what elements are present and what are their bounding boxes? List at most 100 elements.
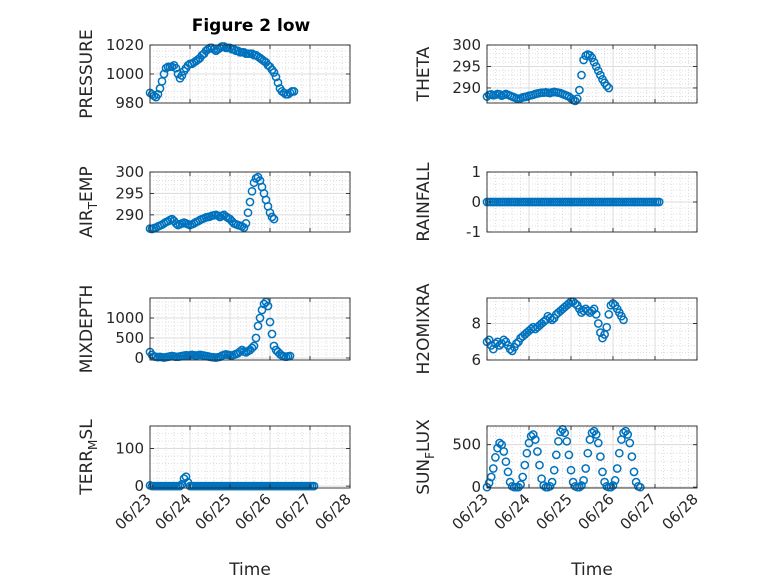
- data-point: [629, 467, 639, 477]
- data-point: [602, 81, 612, 91]
- data-point: [591, 62, 601, 71]
- x-tick-label: 06/27: [272, 490, 315, 533]
- x-tick-label: 06/27: [617, 490, 660, 533]
- data-point: [239, 47, 249, 57]
- data-point: [564, 299, 574, 308]
- x-tick-label: 06/26: [575, 490, 618, 533]
- data-point: [602, 322, 612, 332]
- figure-title: Figure 2 low: [192, 16, 311, 36]
- data-point: [589, 304, 599, 314]
- y-tick-label: 0: [471, 193, 481, 211]
- data-series: [482, 50, 614, 106]
- data-point: [627, 452, 637, 461]
- data-point: [598, 467, 607, 477]
- y-axis-label: THETA: [414, 46, 434, 102]
- data-point: [589, 57, 599, 67]
- data-point: [535, 460, 544, 470]
- data-point: [520, 460, 530, 470]
- data-point: [263, 301, 273, 311]
- data-point: [545, 481, 555, 491]
- x-tick-label: 06/24: [152, 490, 195, 533]
- y-tick-label: 300: [115, 163, 144, 181]
- data-point: [245, 197, 255, 207]
- data-point: [273, 78, 283, 88]
- y-tick-label: 0: [134, 349, 144, 367]
- y-axis-label: PRESSURE: [77, 29, 97, 118]
- data-point: [606, 482, 616, 492]
- data-point: [522, 448, 532, 458]
- data-point: [491, 453, 500, 462]
- data-point: [505, 344, 515, 354]
- subplot-pressure: 980 1000 1020 PRESSURE: [77, 29, 351, 119]
- data-point: [575, 85, 584, 95]
- axes-frame: [486, 425, 698, 489]
- data-point: [614, 448, 624, 458]
- data-point: [271, 72, 281, 82]
- data-point: [495, 341, 504, 350]
- y-tick-label: 1000: [106, 309, 144, 327]
- data-point: [566, 465, 576, 475]
- y-tick-label: 300: [452, 36, 481, 54]
- data-point: [577, 70, 586, 80]
- data-point: [239, 223, 249, 233]
- data-point: [491, 339, 500, 348]
- data-point: [167, 62, 177, 72]
- data-point: [610, 476, 620, 485]
- data-point: [583, 448, 593, 458]
- data-point: [631, 477, 641, 487]
- data-point: [171, 219, 181, 228]
- data-point: [579, 476, 588, 485]
- data-point: [579, 55, 588, 65]
- data-point: [606, 300, 616, 310]
- y-tick-label: 500: [452, 436, 481, 454]
- data-point: [247, 343, 257, 353]
- data-point: [181, 472, 191, 482]
- y-tick-label: 1000: [106, 65, 144, 83]
- axes-frame: [149, 425, 351, 489]
- data-point: [488, 464, 498, 473]
- data-point: [249, 341, 259, 351]
- data-point: [486, 472, 496, 482]
- data-point: [619, 315, 628, 325]
- data-series: [145, 297, 295, 362]
- data-point: [495, 438, 504, 448]
- data-point: [533, 447, 542, 456]
- data-point: [635, 482, 645, 492]
- data-point: [600, 477, 609, 487]
- data-point: [593, 66, 603, 76]
- subplot-mixdepth: 0 500 1000 MIXDEPTH: [77, 285, 351, 373]
- data-point: [233, 46, 243, 56]
- data-point: [575, 482, 584, 492]
- data-point: [596, 452, 605, 461]
- x-tick-label: 06/25: [192, 490, 235, 533]
- x-tick-label: 06/23: [449, 490, 492, 533]
- data-point: [581, 464, 591, 473]
- data-point: [587, 428, 597, 438]
- subplot-theta: 290 295 300 THETA: [414, 36, 698, 106]
- data-point: [568, 477, 578, 487]
- data-point: [253, 321, 263, 331]
- y-tick-label: 0: [471, 478, 481, 496]
- x-axis-label: Time: [228, 560, 271, 580]
- x-tick-label: 06/26: [232, 490, 275, 533]
- data-point: [545, 313, 555, 323]
- data-point: [289, 87, 299, 96]
- data-point: [159, 69, 169, 79]
- data-point: [209, 44, 219, 54]
- data-series: [145, 42, 299, 102]
- data-series: [482, 425, 645, 492]
- data-point: [528, 430, 538, 439]
- x-tick-label: 06/24: [491, 490, 534, 533]
- y-tick-label: 6: [471, 351, 481, 369]
- data-point: [608, 481, 618, 490]
- plot-area: [150, 426, 350, 488]
- y-axis-label: TERRMSL: [77, 419, 100, 496]
- x-tick-label: 06/28: [312, 490, 355, 533]
- data-point: [591, 430, 601, 439]
- axes-frame: [149, 171, 351, 233]
- data-point: [604, 83, 614, 93]
- data-series: [482, 197, 664, 207]
- data-point: [570, 96, 580, 106]
- data-point: [591, 310, 601, 319]
- data-point: [539, 481, 549, 490]
